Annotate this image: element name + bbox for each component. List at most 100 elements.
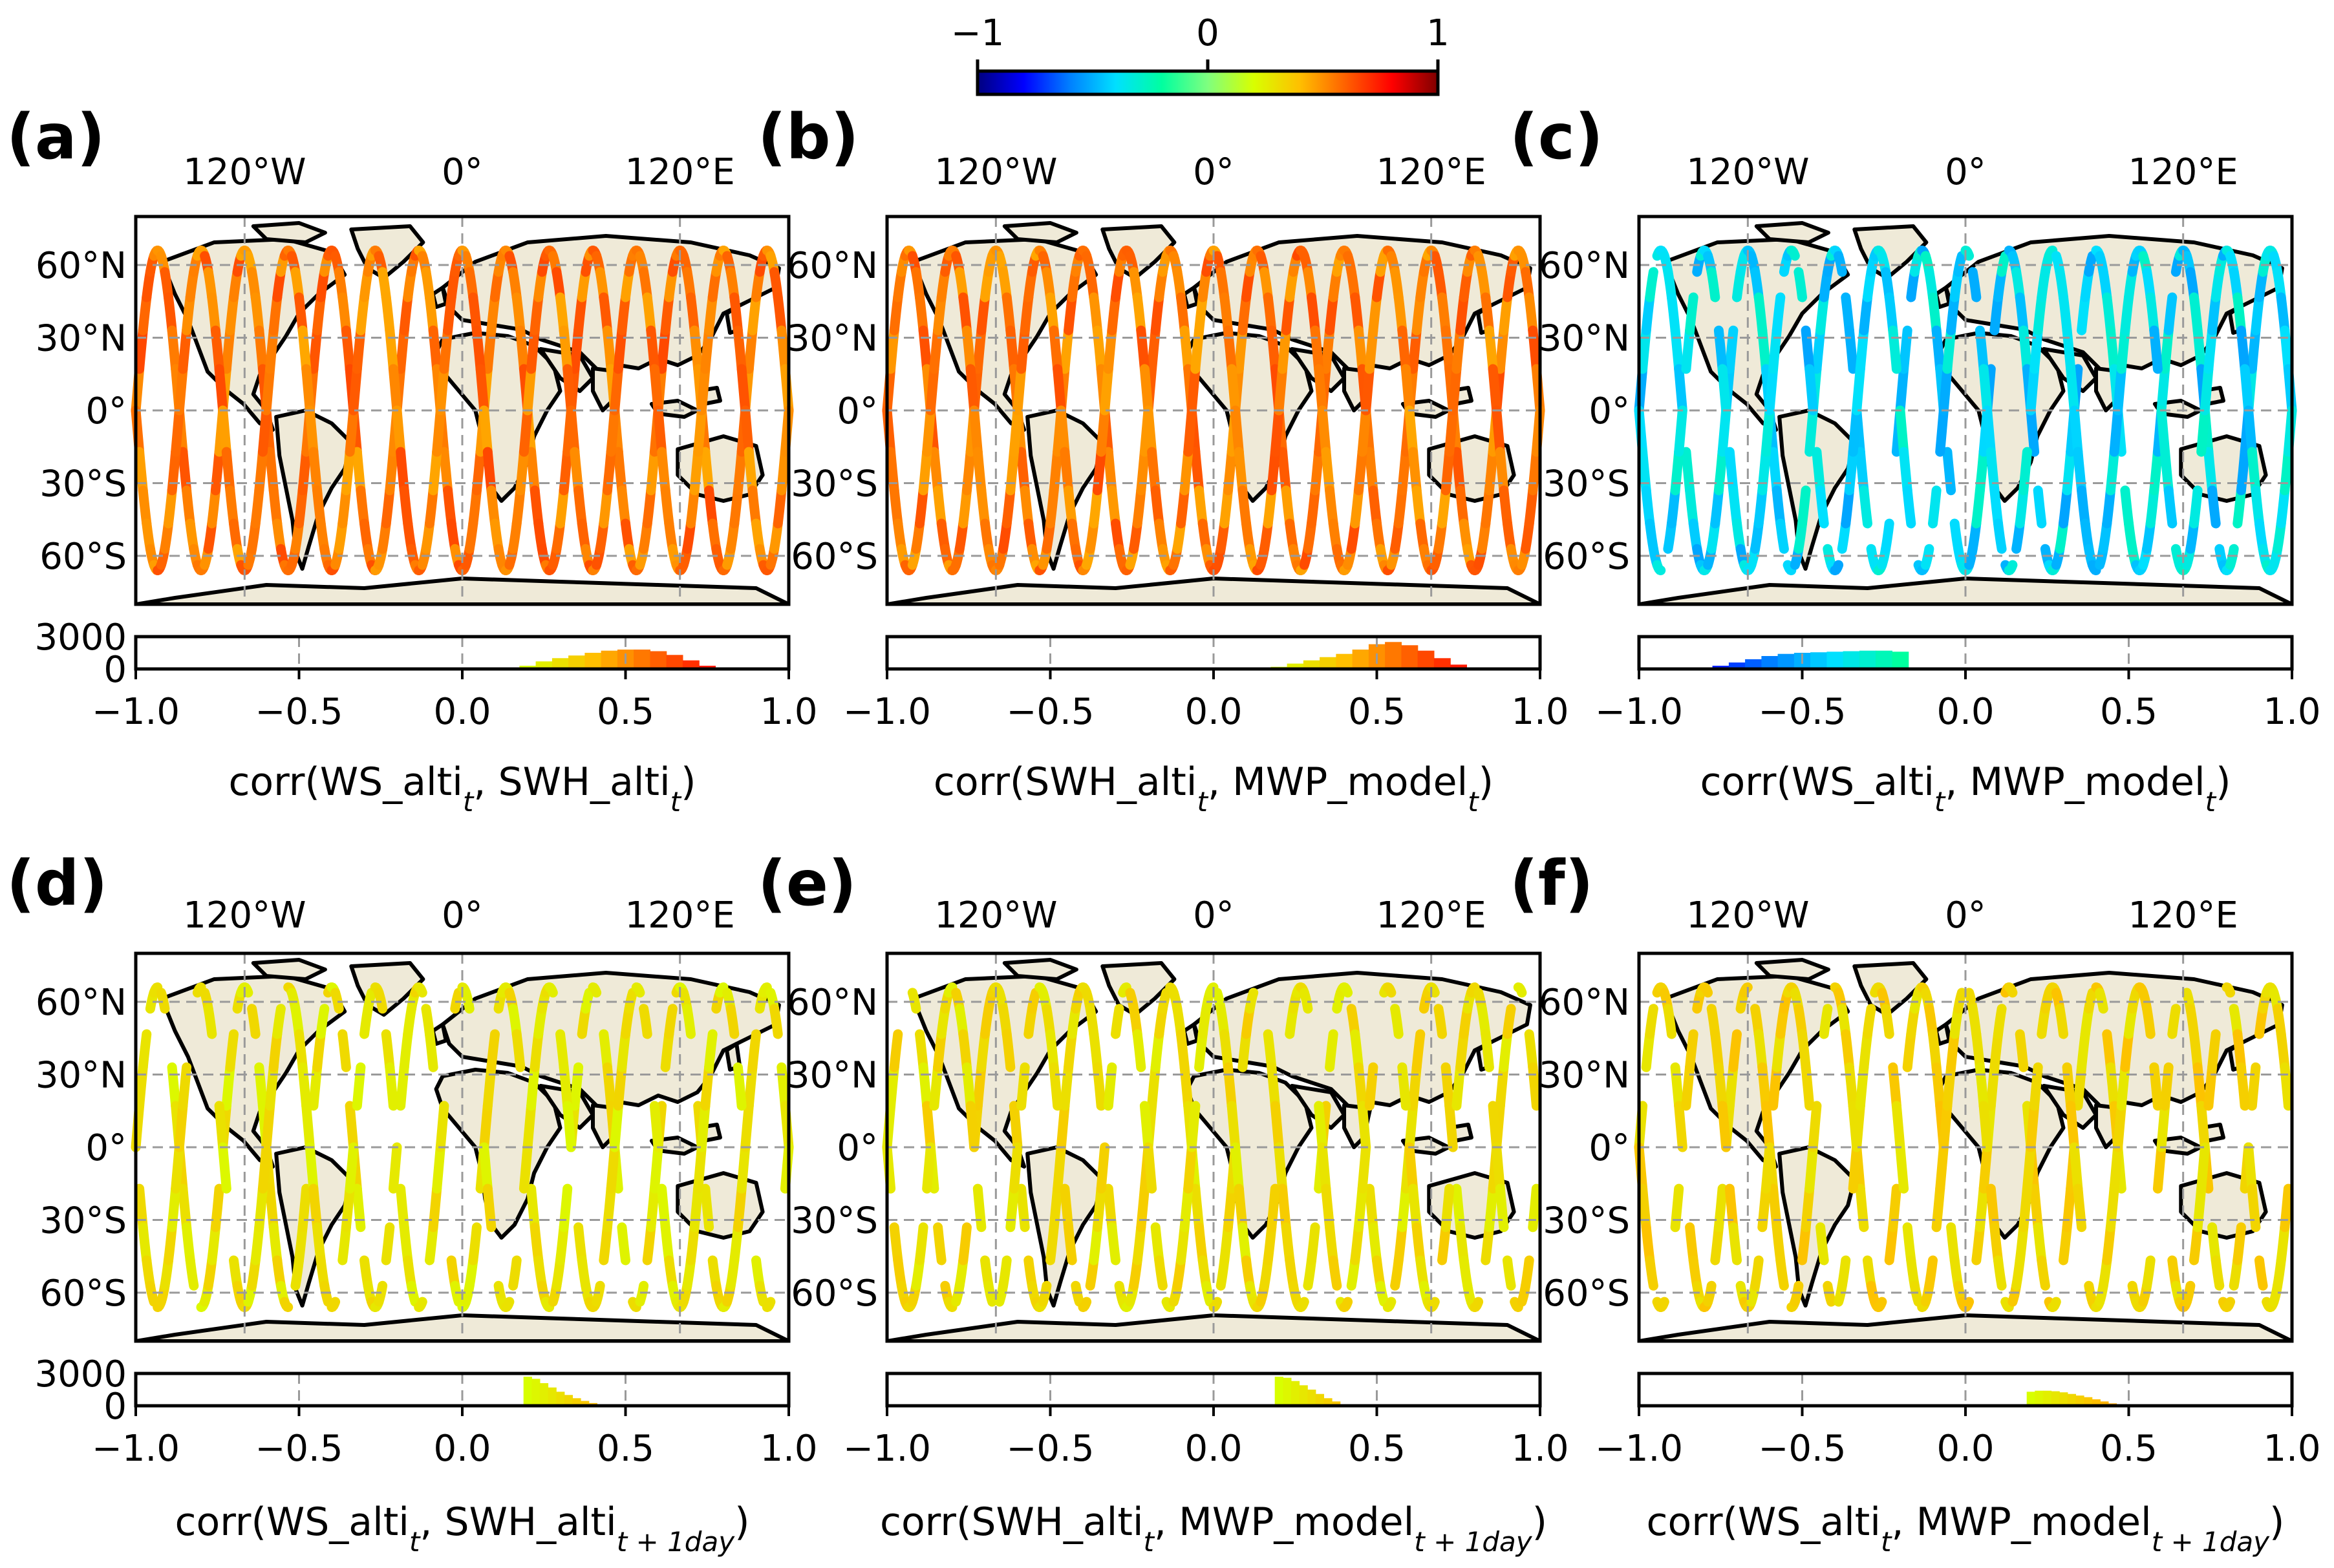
track-segment [744, 1062, 758, 1111]
track-segment [1219, 1222, 1233, 1266]
track-segment [1411, 1029, 1426, 1072]
track-segment [2276, 1222, 2290, 1266]
track-segment [308, 325, 323, 374]
track-segment [599, 292, 612, 335]
track-segment [1103, 447, 1117, 496]
track-segment [1638, 325, 1651, 374]
lon-tick-label: 0° [442, 895, 483, 937]
track-segment [330, 988, 344, 1014]
track-segment [207, 292, 220, 335]
hist-bar [1274, 1377, 1283, 1406]
track-segment [479, 1101, 493, 1152]
track-segment [2280, 1062, 2293, 1111]
track-segment [776, 325, 790, 374]
track-segment [2207, 292, 2221, 335]
track-segment [450, 1280, 464, 1307]
track-segment [1942, 1062, 1956, 1111]
track-segment [1724, 447, 1739, 496]
track-segment [2192, 1062, 2207, 1111]
track-segment [1049, 1062, 1063, 1111]
track-segment [2105, 1183, 2119, 1233]
track-segment [1194, 292, 1208, 335]
lon-tick-label: 120°E [625, 151, 735, 193]
track-segment [610, 364, 623, 416]
track-segment [1713, 1183, 1728, 1233]
track-segment [664, 1004, 678, 1039]
track-segment [2222, 982, 2236, 998]
track-segment [1136, 325, 1150, 374]
track-segment [1433, 1004, 1447, 1039]
track-segment [1179, 325, 1194, 374]
track-segment [1408, 325, 1422, 374]
map-frame [885, 951, 1542, 1343]
track-segment [1194, 1029, 1208, 1072]
track-segment [566, 405, 580, 457]
track-segment [1150, 292, 1164, 335]
track-segment [1902, 485, 1916, 529]
track-segment [933, 485, 947, 529]
track-segment [522, 1101, 537, 1152]
track-segment [1314, 1101, 1327, 1152]
track-segment [1020, 292, 1034, 335]
lat-tick-label: 0° [85, 1127, 127, 1169]
track-segment [312, 1222, 326, 1266]
track-segment [2232, 292, 2246, 335]
track-segment [1350, 1029, 1364, 1072]
track-segment [2149, 447, 2163, 496]
track-segment [138, 485, 152, 529]
track-segment [530, 1222, 544, 1266]
track-segment [933, 1222, 947, 1266]
panel-b: (b) 120°W 0° 120°E 60°N 30°N 0° 30°S 60°S −1.0 −0.… [758, 101, 1569, 818]
track-segment [889, 292, 903, 335]
track-segment [1993, 1255, 2007, 1291]
panel-f: (f) 120°W 0° 120°E 60°N 30°N 0° 30°S 60°S −1.0 −0.… [1510, 847, 2321, 1558]
track-segment [312, 292, 326, 335]
track-segment [352, 1062, 366, 1111]
panel-letter: (b) [758, 101, 859, 173]
track-segment [1397, 447, 1411, 496]
track-segment [2251, 292, 2264, 335]
track-segment [1136, 447, 1150, 496]
track-segment [559, 1183, 573, 1233]
track-segment [1455, 1222, 1469, 1266]
track-segment [1100, 364, 1113, 416]
track-segment [1848, 405, 1862, 457]
track-segment [1270, 1101, 1284, 1152]
lat-tick-label: 60°N [36, 245, 127, 287]
track-segment [272, 1004, 286, 1039]
track-segment [327, 1297, 341, 1312]
track-segment [1670, 325, 1684, 374]
hist-bar [2035, 1390, 2044, 1406]
track-segment [1859, 1029, 1872, 1072]
track-segment [1005, 447, 1019, 496]
track-segment [2156, 405, 2170, 457]
track-segment [297, 447, 312, 496]
track-segment [1753, 292, 1768, 335]
track-segment [958, 1029, 972, 1072]
hist-x-tick-label: 0.0 [433, 691, 491, 733]
track-segment [406, 1280, 420, 1307]
track-segment [958, 292, 972, 335]
track-segment [250, 292, 264, 335]
track-segment [1928, 292, 1942, 335]
track-segment [221, 447, 235, 496]
track-segment [1339, 982, 1353, 998]
track-segment [294, 1222, 308, 1266]
track-segment [294, 292, 308, 335]
hist-y-tick-label: 0 [103, 649, 127, 691]
track-segment [1978, 1142, 1993, 1194]
track-segment [704, 1029, 718, 1072]
track-segment [693, 1142, 707, 1194]
track-segment [1841, 485, 1854, 529]
track-segment [388, 364, 402, 416]
track-segment [1237, 485, 1251, 529]
track-segment [1909, 1280, 1923, 1307]
track-segment [588, 982, 602, 998]
track-segment [508, 1255, 522, 1291]
track-segment [1989, 485, 2003, 529]
track-segment [479, 1142, 493, 1194]
track-segment [399, 485, 413, 529]
track-segment [1495, 325, 1509, 374]
hist-x-tick-label: 0.0 [1936, 1428, 1994, 1470]
